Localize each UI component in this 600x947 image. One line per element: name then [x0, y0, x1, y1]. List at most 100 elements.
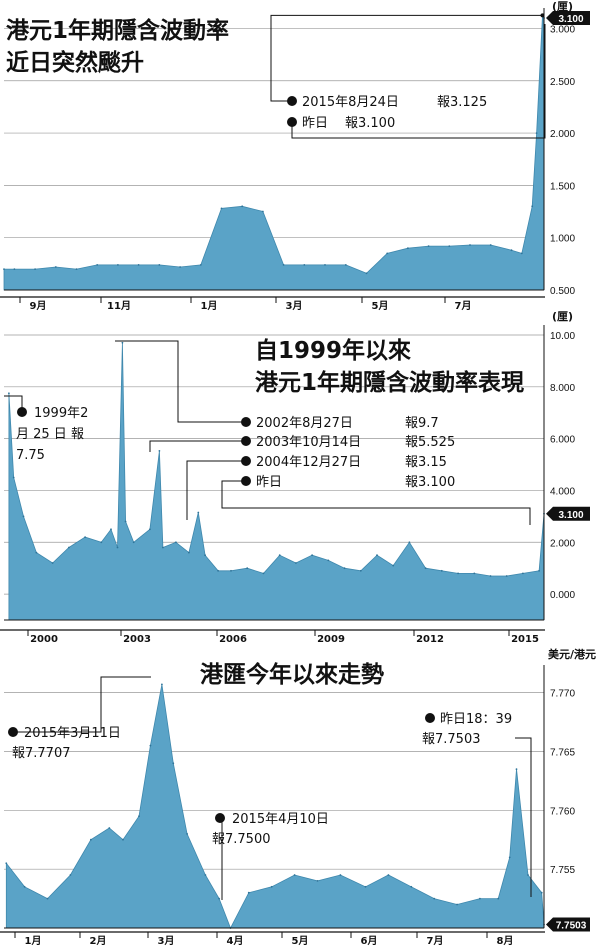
- x-tick-label: 2012: [416, 634, 444, 645]
- data-point: [69, 874, 72, 876]
- data-point: [188, 551, 190, 554]
- data-point: [410, 885, 413, 888]
- y-tick-label: 10.00: [550, 331, 575, 342]
- data-point: [161, 683, 163, 686]
- data-point: [538, 569, 540, 572]
- data-point: [175, 541, 177, 544]
- data-point: [241, 205, 244, 208]
- data-point: [510, 249, 513, 252]
- data-point: [199, 264, 202, 266]
- data-point: [535, 132, 538, 135]
- last-value-badge: [546, 506, 590, 521]
- annotation: 2002年8月27日 報9.7: [115, 340, 439, 431]
- data-point: [262, 210, 264, 213]
- data-point: [51, 562, 54, 564]
- data-point: [54, 266, 57, 268]
- data-point: [220, 207, 223, 210]
- data-point: [149, 528, 151, 531]
- data-point: [217, 569, 220, 572]
- x-axis-band: [0, 630, 545, 646]
- data-point: [204, 874, 207, 876]
- data-point: [456, 903, 458, 906]
- data-point: [262, 572, 265, 575]
- chart-panel-1: 0.500 1.000 1.500 2.000 2.500 3.000 9月 11月 1月 3月 5…: [0, 0, 590, 314]
- y-axis-unit: 美元/港元: [548, 647, 596, 661]
- data-point: [218, 897, 221, 900]
- annotation-leader: [291, 24, 546, 139]
- y-axis-unit: (厘): [552, 0, 573, 13]
- data-point: [13, 268, 16, 270]
- annotation-bullet: [215, 813, 225, 823]
- data-point: [179, 266, 182, 268]
- data-point: [3, 268, 5, 270]
- y-tick-label: 2.000: [550, 538, 575, 549]
- data-point: [230, 569, 232, 572]
- x-tick-label: 9月: [30, 300, 47, 312]
- data-point: [90, 838, 92, 841]
- data-point: [158, 450, 161, 452]
- annotation: 昨日 報3.100: [287, 24, 546, 139]
- annotation-bullet: [241, 417, 251, 427]
- annotation-date: 2004年12月27日: [256, 455, 361, 470]
- data-point: [108, 827, 111, 829]
- data-point: [138, 815, 140, 818]
- annotation-leader: [186, 460, 246, 520]
- data-point: [489, 244, 492, 246]
- x-tick-label: 5月: [292, 935, 309, 947]
- x-tick-label: 5月: [372, 300, 389, 312]
- annotation-bullet: [241, 456, 251, 466]
- last-value-label: 3.100: [558, 510, 583, 521]
- data-point: [46, 897, 49, 900]
- y-tick-label: 7.770: [550, 689, 575, 700]
- data-point: [359, 569, 362, 572]
- annotation-date: 2003年10月14日: [256, 435, 361, 450]
- data-point: [344, 264, 347, 266]
- data-point: [343, 567, 346, 570]
- last-value-badge: [546, 917, 590, 932]
- annotation: 2003年10月14日 報5.525: [149, 435, 455, 452]
- annotation-bullet: [425, 713, 435, 723]
- data-point: [457, 572, 459, 575]
- data-point: [137, 264, 140, 266]
- annotation-bullet: [241, 436, 251, 446]
- data-point: [35, 551, 38, 554]
- data-point: [124, 520, 127, 523]
- data-point: [324, 264, 326, 266]
- annotation: 2004年12月27日 報3.15: [186, 455, 447, 520]
- annotation-date: 2015年4月10日: [232, 812, 329, 827]
- annotation-leader: [115, 340, 246, 423]
- annotation-value: 報7.7707: [12, 746, 71, 761]
- annotation: 昨日 報3.100: [221, 475, 531, 525]
- data-point: [84, 536, 86, 538]
- data-point: [531, 205, 534, 208]
- annotation-leader: [270, 14, 543, 102]
- data-point: [158, 264, 161, 266]
- data-point: [311, 554, 313, 557]
- data-point: [68, 546, 70, 549]
- annotation-value: 報7.7503: [422, 732, 481, 747]
- data-point: [204, 554, 207, 557]
- data-point: [186, 833, 189, 835]
- data-point: [364, 885, 367, 888]
- annotation-date: 2015年3月11日: [24, 726, 121, 741]
- annotation-value: 7.75: [16, 448, 45, 463]
- annotation-leader: [149, 440, 246, 452]
- data-point: [162, 546, 164, 549]
- annotation-value: 報9.7: [405, 416, 439, 431]
- y-tick-label: 7.765: [550, 747, 575, 758]
- data-point: [295, 562, 297, 564]
- annotation-leader: [221, 480, 531, 525]
- x-tick-label: 2003: [123, 634, 151, 645]
- annotation: 昨日18：39 報7.7503: [422, 712, 532, 897]
- data-point: [327, 559, 330, 562]
- x-tick-label: 2006: [219, 634, 247, 645]
- annotation-value: 報5.525: [405, 435, 455, 450]
- annotation-leader: [4, 395, 23, 412]
- y-tick-label: 8.000: [550, 383, 575, 394]
- y-tick-label: 2.500: [550, 77, 575, 88]
- chart-panel-2: 0.000 2.000 4.000 6.000 8.000 10.00 2000 2003 20…: [0, 310, 590, 646]
- annotation-date: 昨日: [302, 116, 328, 131]
- y-tick-label: 4.000: [550, 486, 575, 497]
